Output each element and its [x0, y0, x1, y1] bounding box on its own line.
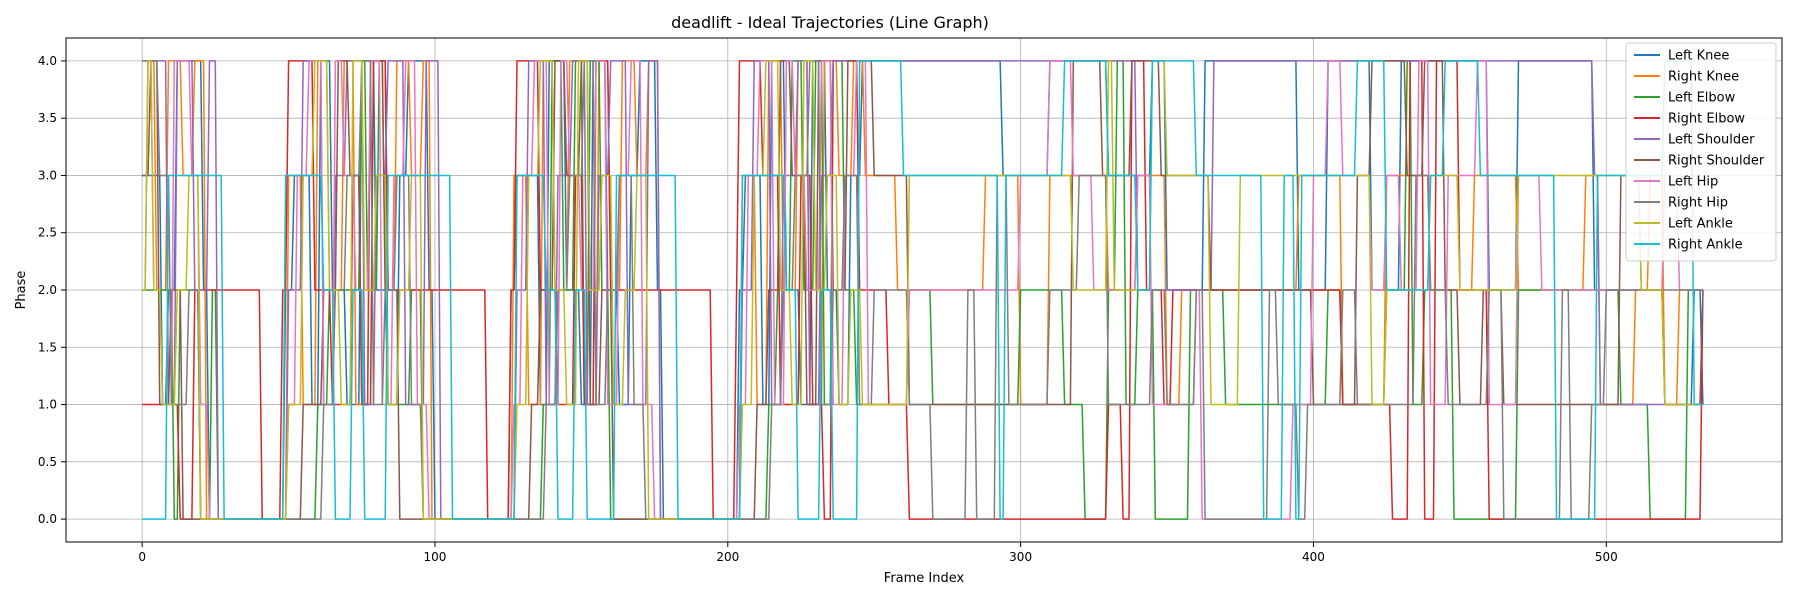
legend-label-right-ankle: Right Ankle: [1668, 238, 1743, 253]
legend-box: [1625, 42, 1777, 262]
x-tick-label: 0: [138, 550, 146, 564]
y-tick-label: 4.0: [38, 54, 57, 68]
series-lines: [142, 60, 1704, 520]
y-axis-label: Phase: [14, 271, 29, 310]
legend-label-left-knee: Left Knee: [1668, 49, 1729, 64]
y-tick-label: 0.5: [38, 455, 57, 469]
x-tick-label: 100: [424, 550, 447, 564]
legend-label-right-shoulder: Right Shoulder: [1668, 154, 1765, 169]
y-tick-label: 1.0: [38, 398, 57, 412]
y-tick-label: 1.5: [38, 340, 57, 354]
x-tick-label: 300: [1009, 550, 1032, 564]
legend-label-right-elbow: Right Elbow: [1668, 112, 1745, 127]
series-line-right-hip: [142, 60, 1703, 520]
legend-label-right-knee: Right Knee: [1668, 70, 1739, 85]
series-line-right-ankle: [142, 60, 1703, 520]
legend-label-left-elbow: Left Elbow: [1668, 91, 1736, 106]
y-tick-label: 2.0: [38, 283, 57, 297]
y-axis-ticks: 0.0 0.5 1.0 1.5 2.0 2.5 3.0 3.5 4.0: [38, 54, 66, 526]
legend-label-left-hip: Left Hip: [1668, 175, 1718, 190]
y-tick-label: 0.0: [38, 512, 57, 526]
legend-label-left-shoulder: Left Shoulder: [1668, 133, 1755, 148]
y-tick-label: 3.0: [38, 168, 57, 182]
x-axis-label: Frame Index: [884, 571, 965, 586]
chart-title: deadlift - Ideal Trajectories (Line Grap…: [671, 13, 989, 32]
legend-label-right-hip: Right Hip: [1668, 196, 1728, 211]
y-tick-label: 2.5: [38, 226, 57, 240]
legend-label-left-ankle: Left Ankle: [1668, 217, 1733, 232]
legend: Left Knee Right Knee Left Elbow Right Elbow…: [1625, 42, 1777, 262]
x-tick-label: 500: [1595, 550, 1618, 564]
x-axis-ticks: 0 100 200 300 400 500: [138, 542, 1618, 564]
x-tick-label: 200: [716, 550, 739, 564]
series-line-left-hip: [142, 60, 1703, 520]
x-tick-label: 400: [1302, 550, 1325, 564]
y-tick-label: 3.5: [38, 111, 57, 125]
